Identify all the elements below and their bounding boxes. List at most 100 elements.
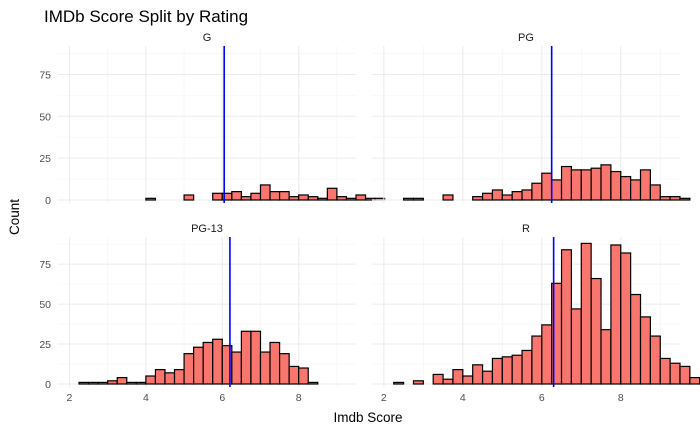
histogram-bar [560, 165, 573, 201]
histogram-bar [412, 197, 424, 201]
histogram-bar [107, 380, 118, 385]
histogram-bar [669, 362, 681, 385]
histogram-bar [402, 197, 415, 201]
histogram-bar [336, 196, 348, 201]
x-tick-label: 8 [296, 392, 302, 404]
histogram-bar [462, 375, 474, 385]
x-tick-label: 4 [143, 392, 149, 404]
histogram-bar [154, 369, 166, 385]
histogram-bar [145, 375, 157, 385]
histogram-bar [116, 377, 128, 385]
x-tick-label: 4 [460, 392, 466, 404]
chart-title: IMDb Score Split by Rating [44, 7, 248, 26]
facet-label: PG-13 [191, 223, 223, 235]
histogram-bar [250, 330, 262, 385]
histogram-bar [491, 357, 503, 385]
histogram-bar [560, 249, 573, 385]
histogram-bar [570, 308, 582, 385]
facet-panels: G 0 25 50 75 PG PG-13 0 25 50 75 2 4 6 8 R 2 4 6 8 [39, 32, 700, 404]
y-tick-label: 75 [39, 259, 51, 271]
histogram-bar [442, 378, 454, 385]
histogram-bar [541, 172, 553, 201]
x-tick-label: 6 [219, 392, 225, 404]
histogram-bar [620, 252, 632, 385]
facet-panel-pg: PG [372, 32, 691, 203]
histogram-bar [393, 381, 405, 385]
y-tick-label: 0 [45, 379, 51, 391]
facet-label: G [203, 32, 212, 44]
histogram-bar [531, 335, 543, 385]
histogram-bar [659, 357, 671, 385]
x-tick-label: 2 [67, 392, 73, 404]
histogram-bar [610, 170, 622, 201]
histogram-bar [600, 329, 612, 385]
histogram-bar [212, 192, 223, 201]
facet-panel-g: G 0 25 50 75 [39, 32, 386, 207]
y-tick-label: 75 [39, 69, 51, 81]
histogram-bar [307, 381, 319, 385]
histogram-bar [679, 197, 691, 201]
histogram-bar [298, 194, 309, 201]
histogram-bar [326, 187, 338, 201]
y-tick-label: 25 [39, 339, 51, 351]
histogram-bar [481, 370, 494, 385]
histogram-bar [590, 277, 602, 385]
facet-label: PG [518, 32, 534, 44]
y-tick-label: 50 [39, 299, 51, 311]
facet-label: R [522, 223, 530, 235]
histogram-bar [531, 182, 543, 201]
histogram-bar [501, 194, 513, 201]
histogram-bar [689, 377, 700, 385]
histogram-bar [501, 356, 513, 385]
histogram-bar [580, 169, 592, 201]
x-tick-label: 2 [381, 392, 387, 404]
x-tick-label: 8 [618, 392, 624, 404]
x-tick-label: 6 [539, 392, 545, 404]
histogram-bar [649, 184, 661, 201]
histogram-bar [355, 194, 367, 201]
histogram-bar [541, 324, 553, 385]
facet-panel-pg-13: PG-13 0 25 50 75 2 4 6 8 [39, 223, 356, 404]
facet-panel-r: R 2 4 6 8 [372, 223, 700, 404]
histogram-bar [97, 381, 109, 385]
histogram-bar [649, 335, 661, 385]
y-tick-label: 0 [45, 195, 51, 207]
histogram-bar [288, 365, 300, 385]
histogram-bar [298, 367, 309, 385]
histogram-bar [432, 373, 444, 385]
histogram-bar [164, 372, 176, 385]
y-tick-label: 50 [39, 111, 51, 123]
x-axis-label: Imdb Score [333, 410, 402, 425]
histogram-bar [269, 191, 281, 201]
histogram-bar [259, 184, 271, 201]
histogram-bar [511, 354, 523, 385]
histogram-bar [202, 341, 214, 385]
histogram-bar [145, 197, 157, 201]
histogram-bar [580, 242, 592, 385]
histogram-bar [472, 196, 484, 201]
histogram-bar [412, 380, 424, 385]
histogram-bar [669, 196, 681, 201]
histogram-bar [639, 316, 651, 385]
histogram-bar [551, 179, 563, 201]
histogram-bar [610, 244, 622, 385]
histogram-bar [135, 381, 147, 385]
histogram-bar [679, 365, 691, 385]
histogram-bar [511, 191, 523, 201]
histogram-bar [442, 194, 454, 201]
histogram-bar [630, 179, 642, 201]
histogram-bar [173, 369, 185, 385]
histogram-bar [600, 164, 612, 201]
histogram-bar [212, 338, 223, 385]
histogram-bar [183, 353, 195, 385]
histogram-bar [259, 351, 271, 385]
histogram-bar [269, 341, 281, 385]
histogram-bar [193, 346, 204, 385]
histogram-bar [288, 196, 300, 201]
histogram-bar [231, 191, 242, 201]
histogram-bar [570, 169, 582, 201]
histogram-bar [630, 293, 642, 385]
histogram-bar [521, 349, 533, 385]
y-axis-label: Count [7, 199, 22, 235]
